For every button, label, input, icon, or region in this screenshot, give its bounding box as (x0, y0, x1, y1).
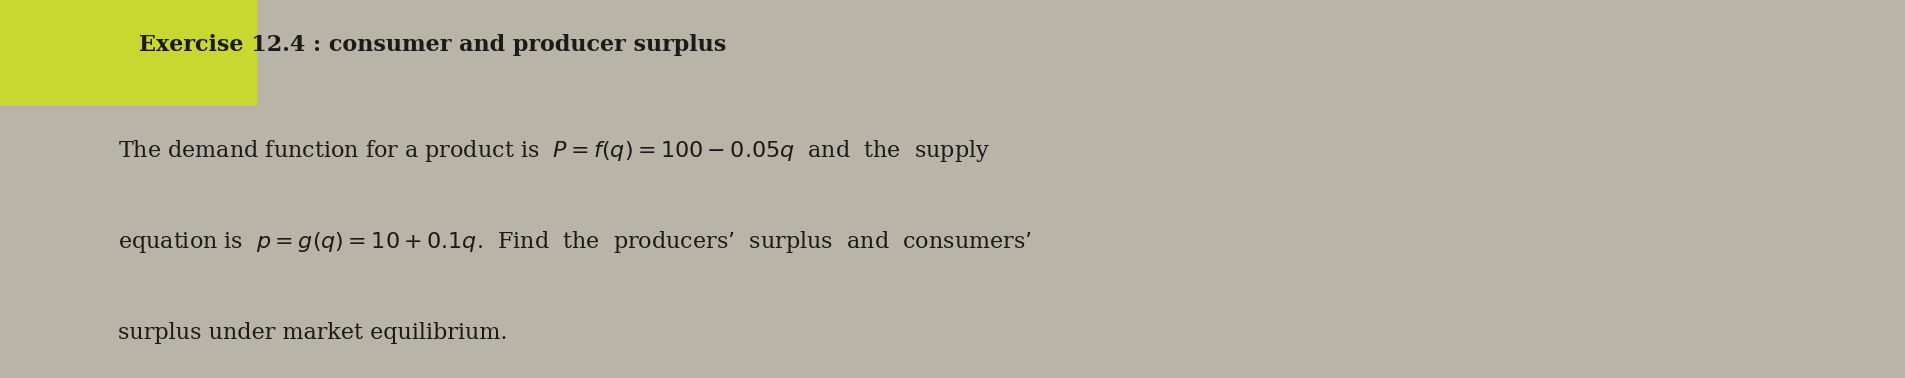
Text: Exercise 12.4 : consumer and producer surplus: Exercise 12.4 : consumer and producer su… (139, 34, 726, 56)
Text: equation is  $p = g(q) = 10 + 0.1q$.  Find  the  producers’  surplus  and  consu: equation is $p = g(q) = 10 + 0.1q$. Find… (118, 229, 1031, 255)
Text: The demand function for a product is  $P = f(q) = 100 - 0.05q$  and  the  supply: The demand function for a product is $P … (118, 138, 991, 164)
Text: surplus under market equilibrium.: surplus under market equilibrium. (118, 322, 507, 344)
FancyBboxPatch shape (0, 0, 257, 106)
